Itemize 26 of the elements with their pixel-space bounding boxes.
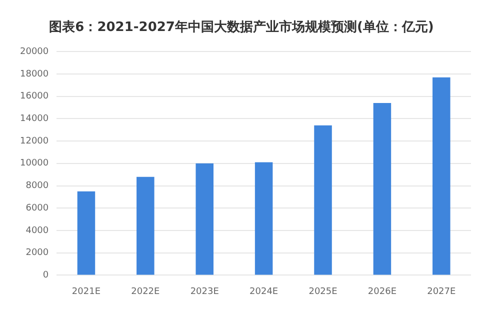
y-tick-label: 18000 xyxy=(20,69,49,80)
bar xyxy=(77,191,96,275)
y-tick-label: 16000 xyxy=(20,92,49,102)
y-tick-label: 20000 xyxy=(20,46,49,57)
y-tick-label: 2000 xyxy=(26,248,49,258)
bar xyxy=(196,163,214,275)
y-tick-label: 12000 xyxy=(20,136,49,146)
y-tick-label: 4000 xyxy=(26,226,49,236)
bar xyxy=(314,125,332,275)
bar xyxy=(136,176,154,275)
bar xyxy=(254,162,273,275)
x-tick-label: 2026E xyxy=(368,286,397,297)
x-tick-label: 2024E xyxy=(250,286,278,297)
bar xyxy=(373,103,392,275)
x-tick-label: 2027E xyxy=(427,286,456,297)
y-tick-label: 8000 xyxy=(26,181,49,192)
x-tick-label: 2025E xyxy=(308,286,338,297)
y-tick-label: 6000 xyxy=(26,203,49,214)
bar xyxy=(432,77,450,275)
y-tick-label: 10000 xyxy=(20,158,49,169)
y-tick-label: 14000 xyxy=(20,114,49,124)
chart-title: 图表6：2021-2027年中国大数据产业市场规模预测(单位：亿元) xyxy=(49,19,434,36)
x-tick-label: 2021E xyxy=(72,286,101,297)
x-tick-label: 2022E xyxy=(131,286,160,297)
x-tick-label: 2023E xyxy=(190,286,220,297)
y-tick-label: 0 xyxy=(42,270,49,281)
